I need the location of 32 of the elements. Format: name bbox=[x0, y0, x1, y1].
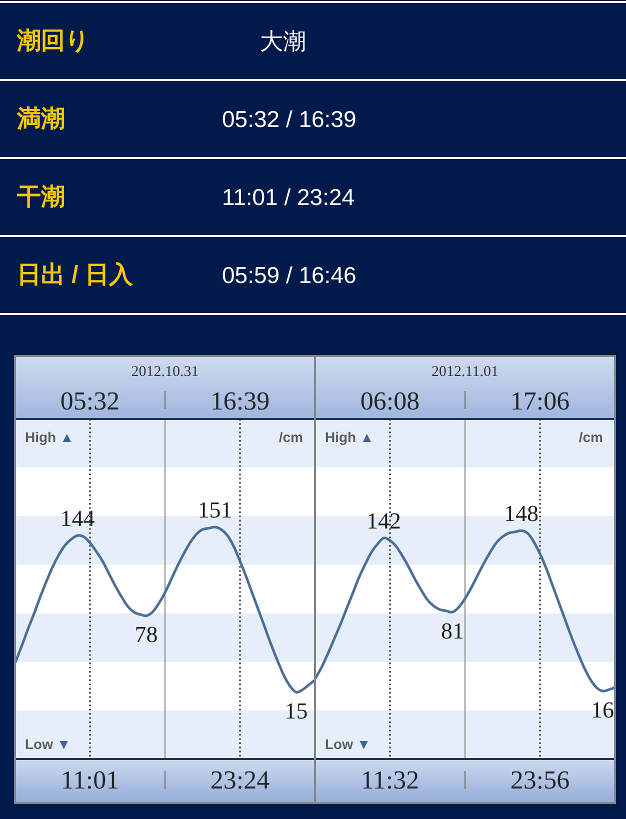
chart-title: 2012.11.01 bbox=[432, 364, 498, 380]
y-axis-title: /cm bbox=[578, 429, 603, 445]
annotation: High ▲ bbox=[25, 429, 74, 445]
data-label: 148 bbox=[504, 501, 538, 526]
annotation: Low ▼ bbox=[325, 736, 371, 752]
text: 11:01 / 23:24 bbox=[222, 184, 355, 210]
chart-title: 2012.10.31 bbox=[131, 364, 199, 380]
text: 05:32 / 16:39 bbox=[222, 106, 356, 132]
text: 干潮 bbox=[16, 184, 65, 210]
text: 06:08 bbox=[360, 386, 420, 416]
text: 23:24 bbox=[210, 766, 270, 794]
text: 大潮 bbox=[260, 28, 306, 54]
text: 11:01 bbox=[60, 766, 120, 794]
data-label: 151 bbox=[198, 498, 232, 523]
text: 16:39 bbox=[210, 386, 270, 416]
y-axis-title: /cm bbox=[278, 429, 303, 445]
text: 23:56 bbox=[510, 766, 570, 794]
data-label: 81 bbox=[441, 618, 464, 644]
annotation: Low ▼ bbox=[25, 736, 71, 752]
text: 潮回り bbox=[16, 28, 90, 54]
text: 17:06 bbox=[510, 386, 570, 416]
data-label: 78 bbox=[134, 622, 158, 648]
data-label: 16 bbox=[591, 698, 614, 722]
text: 11:32 bbox=[360, 766, 420, 794]
text: 05:59 / 16:46 bbox=[222, 262, 356, 288]
text: 05:32 bbox=[60, 386, 120, 416]
data-label: 15 bbox=[284, 698, 308, 724]
text: 日出 / 日入 bbox=[17, 262, 134, 288]
text: 満潮 bbox=[16, 106, 65, 132]
data-label: 142 bbox=[366, 508, 401, 534]
data-label: 144 bbox=[60, 506, 96, 532]
annotation: High ▲ bbox=[325, 429, 374, 445]
